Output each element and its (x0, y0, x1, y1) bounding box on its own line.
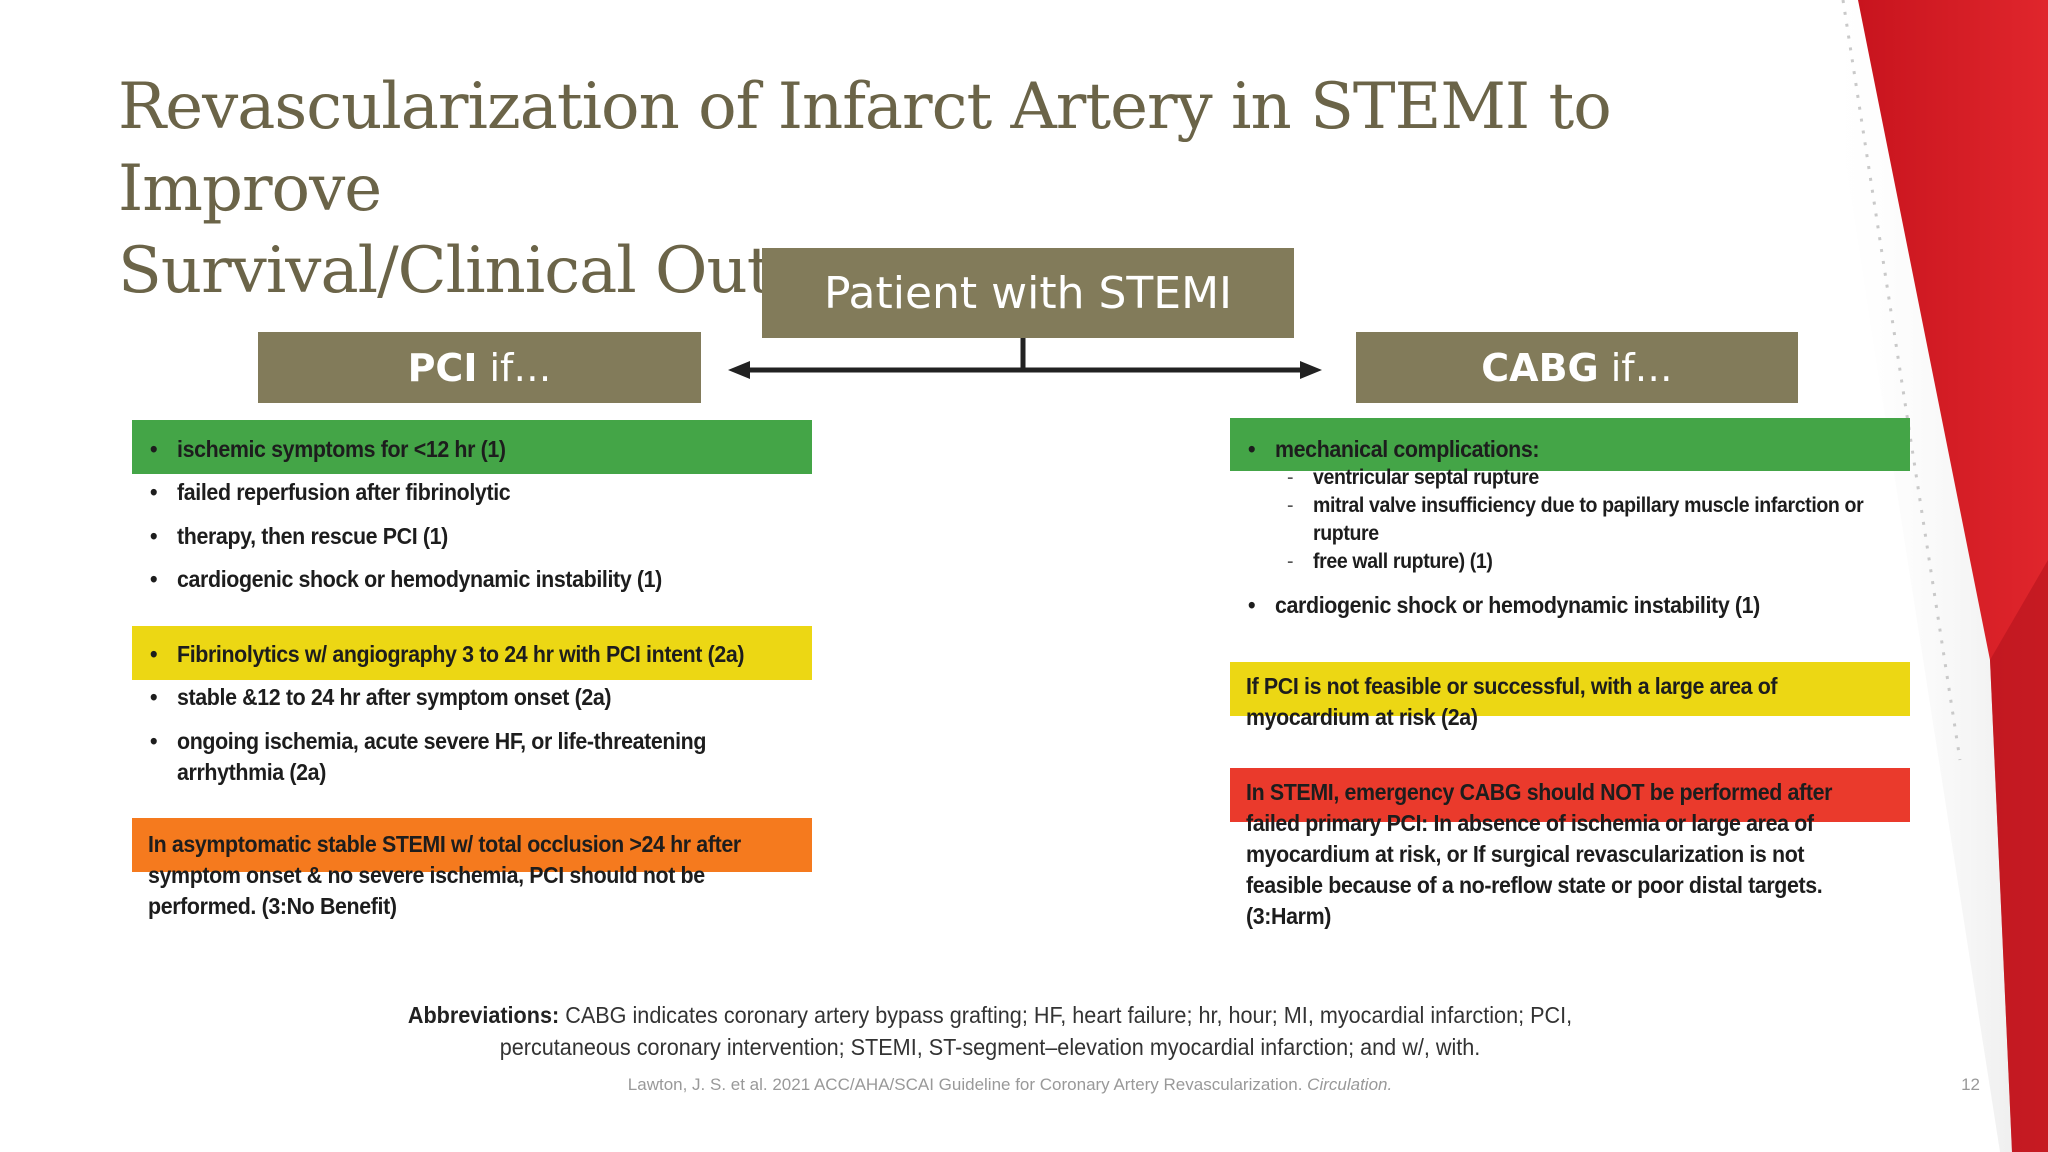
citation-journal: Circulation. (1307, 1075, 1393, 1094)
bullet: • (1248, 436, 1256, 462)
bullet: • (150, 641, 158, 667)
cabg-subitem-2: - mitral valve insufficiency due to papil… (1286, 494, 1864, 545)
title-line-1: Revascularization of Infarct Artery in S… (118, 70, 1612, 226)
pci-2a-item-3: • ongoing ischemia, acute severe HF, or l… (150, 728, 707, 785)
abbreviations-line-1: CABG indicates coronary artery bypass gr… (565, 1002, 1573, 1028)
bullet: • (150, 566, 158, 592)
root-box-label: Patient with STEMI (823, 267, 1233, 319)
bullet: • (150, 684, 158, 710)
pci-class3-band (132, 818, 812, 872)
pci-2a-item-1: • Fibrinolytics w/ angiography 3 to 24 hr… (150, 639, 745, 670)
cabg-item-2: • cardiogenic shock or hemodynamic instab… (1248, 590, 1760, 621)
pci-box: PCI if… (258, 332, 701, 403)
pci-item-1: • ischemic symptoms for <12 hr (1) (150, 434, 506, 465)
cabg-box: CABG if… (1356, 332, 1798, 403)
abbreviations-note: Abbreviations: CABG indicates coronary a… (341, 999, 1638, 1063)
cabg-class3-text: In STEMI, emergency CABG should NOT be p… (1246, 779, 1833, 929)
cabg-class3-band (1230, 768, 1910, 822)
bullet: • (150, 523, 158, 549)
cabg-class2a-text: If PCI is not feasible or successful, wi… (1246, 673, 1778, 730)
bullet: • (150, 479, 158, 505)
pci-2a-item-2: • stable &12 to 24 hr after symptom onset… (150, 682, 611, 713)
pci-class2a-band (132, 626, 812, 680)
citation-text: Lawton, J. S. et al. 2021 ACC/AHA/SCAI G… (627, 1075, 1303, 1094)
page-number: 12 (1961, 1075, 1980, 1094)
citation: Lawton, J. S. et al. 2021 ACC/AHA/SCAI G… (500, 1075, 1520, 1095)
cabg-subitem-3: - free wall rupture) (1) (1286, 550, 1493, 573)
abbreviations-line-2: percutaneous coronary intervention; STEM… (499, 1034, 1481, 1060)
abbreviations-label: Abbreviations: (407, 1002, 560, 1028)
bullet: • (150, 728, 158, 754)
cabg-class1-band (1230, 418, 1910, 471)
pci-item-4: • cardiogenic shock or hemodynamic instab… (150, 564, 662, 595)
pci-class1-band (132, 420, 812, 474)
cabg-class2a-band (1230, 662, 1910, 716)
cabg-box-bold: CABG (1481, 345, 1599, 390)
cabg-box-rest: if… (1610, 345, 1673, 390)
pci-item-3: • therapy, then rescue PCI (1) (150, 521, 448, 552)
pci-box-rest: if… (489, 345, 552, 390)
patient-with-stemi-box: Patient with STEMI (762, 248, 1294, 338)
cabg-subitem-1: - ventricular septal rupture (1286, 466, 1539, 489)
pci-class3-text: In asymptomatic stable STEMI w/ total oc… (148, 831, 741, 919)
cabg-item-1: • mechanical complications: (1248, 434, 1539, 465)
pci-box-bold: PCI (407, 345, 478, 390)
cabg-subitems: - ventricular septal rupture - mitral valv… (1286, 464, 1864, 576)
bullet: • (1248, 592, 1256, 618)
pci-item-2: • failed reperfusion after fibrinolytic (150, 477, 511, 508)
bullet: • (150, 436, 158, 462)
